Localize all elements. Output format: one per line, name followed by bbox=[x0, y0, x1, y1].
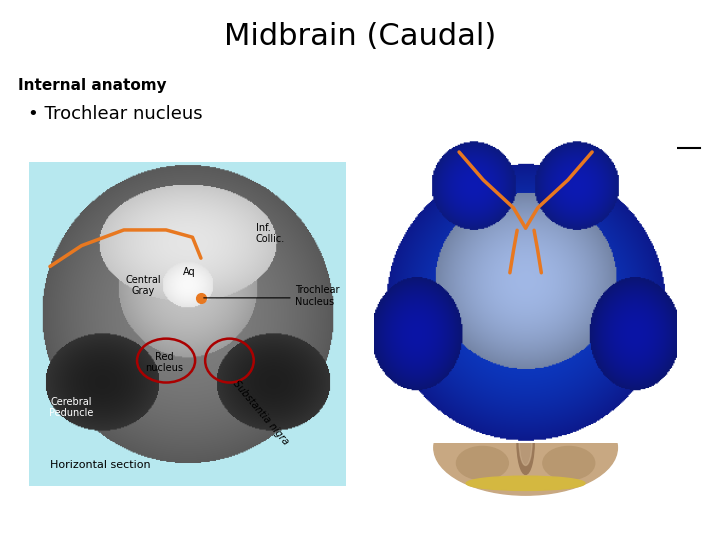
Text: Aq: Aq bbox=[183, 267, 196, 276]
Text: Internal anatomy: Internal anatomy bbox=[18, 78, 166, 93]
Text: Red
nucleus: Red nucleus bbox=[145, 352, 183, 374]
Text: • Trochlear nucleus: • Trochlear nucleus bbox=[28, 105, 202, 123]
Text: Central
Gray: Central Gray bbox=[125, 274, 161, 296]
Text: Inf.
Collic.: Inf. Collic. bbox=[256, 222, 285, 244]
Ellipse shape bbox=[517, 409, 534, 475]
Text: Trochlear
Nucleus: Trochlear Nucleus bbox=[295, 285, 339, 307]
Ellipse shape bbox=[539, 402, 599, 438]
Ellipse shape bbox=[452, 402, 513, 438]
Ellipse shape bbox=[467, 476, 585, 490]
Text: Cerebral
Peduncle: Cerebral Peduncle bbox=[49, 397, 93, 418]
Text: Midbrain (Caudal): Midbrain (Caudal) bbox=[224, 22, 496, 51]
Ellipse shape bbox=[433, 400, 617, 495]
Ellipse shape bbox=[456, 447, 508, 480]
Text: Caudal midbrain: Caudal midbrain bbox=[490, 418, 593, 431]
Text: Horizontal section: Horizontal section bbox=[50, 460, 150, 470]
Ellipse shape bbox=[543, 447, 595, 480]
Text: Substantia nigra: Substantia nigra bbox=[231, 379, 291, 447]
Ellipse shape bbox=[519, 418, 532, 465]
